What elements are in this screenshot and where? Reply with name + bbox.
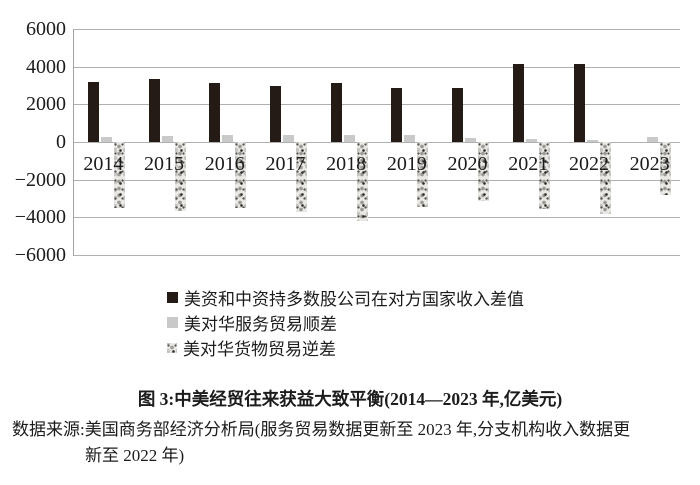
legend-item-services-surplus: 美对华服务贸易顺差 xyxy=(167,310,524,335)
legend-item-income-diff: 美资和中资持多数股公司在对方国家收入差值 xyxy=(167,285,524,310)
legend-label-income-diff: 美资和中资持多数股公司在对方国家收入差值 xyxy=(184,290,524,309)
y-tick-label: 0 xyxy=(56,131,66,153)
x-tick-label: 2016 xyxy=(204,153,245,175)
bar-income-diff-2018 xyxy=(330,83,342,142)
bar-services-surplus-2019 xyxy=(404,135,416,142)
plot-area: 2014 2015 2016 2017 2018 2019 2020 2021 2022 2023 xyxy=(73,29,680,256)
x-tick-label: 2017 xyxy=(265,153,306,175)
y-axis-line xyxy=(73,29,74,255)
gridline xyxy=(73,179,680,181)
bar-goods-deficit-2023 xyxy=(660,142,672,195)
x-tick-label: 2020 xyxy=(447,153,488,175)
gridline xyxy=(73,142,680,143)
bar-income-diff-2017 xyxy=(270,86,281,142)
bar-goods-deficit-2018 xyxy=(356,142,368,221)
x-tick-label: 2019 xyxy=(386,153,427,175)
bar-goods-deficit-2021 xyxy=(538,142,550,209)
bar-income-diff-2016 xyxy=(209,83,221,142)
bar-income-diff-2020 xyxy=(452,88,464,142)
y-tick-label: −2000 xyxy=(14,168,66,191)
y-tick-label: −6000 xyxy=(14,244,66,266)
gridline xyxy=(73,217,680,219)
bar-goods-deficit-2022 xyxy=(599,142,611,215)
bar-goods-deficit-2016 xyxy=(235,142,247,209)
bar-goods-deficit-2019 xyxy=(417,142,429,207)
legend-item-goods-deficit: 美对华货物贸易逆差 xyxy=(167,335,524,360)
bar-services-surplus-2017 xyxy=(283,134,294,142)
x-tick-label: 2021 xyxy=(508,153,549,175)
bar-goods-deficit-2015 xyxy=(174,142,186,211)
x-tick-label: 2022 xyxy=(568,153,609,175)
bar-services-surplus-2014 xyxy=(100,137,112,142)
figure-title: 图 3:中美经贸往来获益大致平衡(2014—2023 年,亿美元) xyxy=(137,389,563,409)
x-tick-label: 2015 xyxy=(144,153,185,175)
x-tick-label: 2018 xyxy=(326,153,367,175)
bar-income-diff-2022 xyxy=(573,63,585,142)
bar-services-surplus-2022 xyxy=(586,140,598,142)
bar-income-diff-2019 xyxy=(391,88,403,142)
legend-label-goods-deficit: 美对华货物贸易逆差 xyxy=(183,340,336,359)
bar-services-surplus-2020 xyxy=(465,137,477,142)
bar-goods-deficit-2014 xyxy=(113,142,125,208)
gridline xyxy=(73,104,680,106)
bar-goods-deficit-2020 xyxy=(478,142,490,202)
source-note-line2: 新至 2022 年) xyxy=(85,446,185,465)
y-tick-label: 2000 xyxy=(26,93,66,116)
source-note-line1: 数据来源:美国商务部经济分析局(服务贸易数据更新至 2023 年,分支机构收入数… xyxy=(12,420,631,439)
x-tick-label: 2014 xyxy=(83,153,124,175)
legend-label-services-surplus: 美对华服务贸易顺差 xyxy=(184,315,337,334)
bar-services-surplus-2021 xyxy=(525,139,537,142)
bar-services-surplus-2018 xyxy=(343,134,355,142)
bar-services-surplus-2015 xyxy=(161,136,173,142)
legend-swatch-services-surplus xyxy=(167,317,178,328)
legend: 美资和中资持多数股公司在对方国家收入差值 美对华服务贸易顺差 美对华货物贸易逆差 xyxy=(167,285,524,360)
bar-income-diff-2015 xyxy=(148,79,160,142)
bar-services-surplus-2016 xyxy=(222,135,234,142)
y-tick-label: 4000 xyxy=(26,55,66,78)
bar-income-diff-2021 xyxy=(512,64,524,142)
legend-swatch-income-diff xyxy=(167,292,178,303)
x-tick-label: 2023 xyxy=(629,153,670,175)
y-tick-label: −4000 xyxy=(14,206,66,229)
legend-swatch-goods-deficit xyxy=(167,342,177,353)
y-axis-labels: 6000 4000 2000 0 −2000 −4000 −6000 xyxy=(0,19,66,265)
bar-goods-deficit-2017 xyxy=(296,142,307,213)
bar-income-diff-2014 xyxy=(87,82,99,142)
bar-services-surplus-2023 xyxy=(647,137,659,142)
gridline xyxy=(73,29,680,30)
y-tick-label: 6000 xyxy=(26,18,66,40)
gridline xyxy=(73,66,680,68)
gridline xyxy=(73,255,680,256)
